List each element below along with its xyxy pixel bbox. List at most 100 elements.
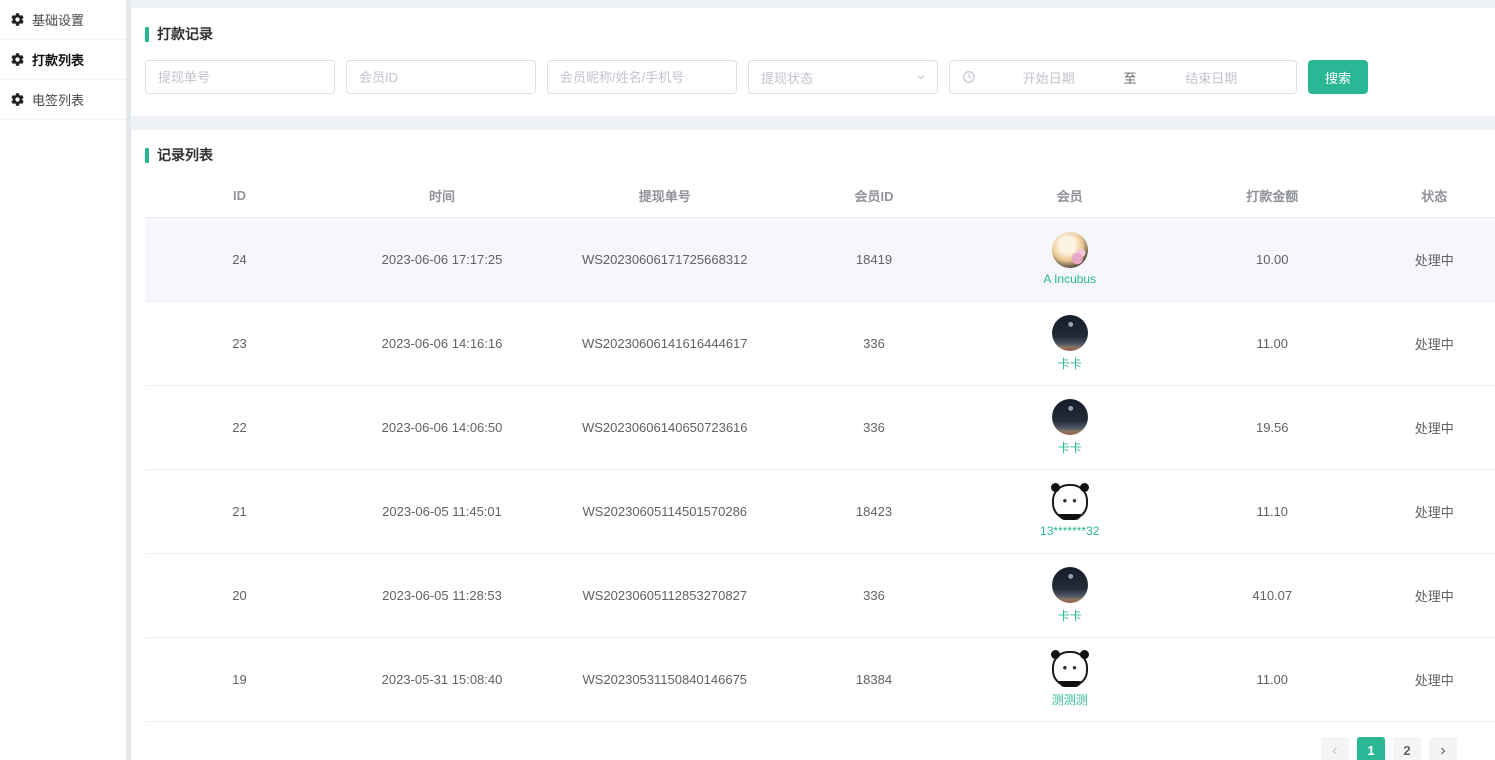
member-name-link[interactable]: 卡卡 <box>969 355 1172 372</box>
records-panel: 记录列表 ID时间提现单号会员ID会员打款金额状态 24 2023-06-06 … <box>131 130 1495 760</box>
cell-id: 23 <box>145 301 334 385</box>
column-header: 会员ID <box>780 175 969 217</box>
cell-order-no: WS20230606140650723616 <box>550 385 780 469</box>
cell-id: 21 <box>145 469 334 553</box>
withdraw-status-placeholder: 提现状态 <box>761 68 813 87</box>
member-id-input[interactable] <box>346 60 536 94</box>
records-panel-title: 记录列表 <box>131 145 1495 165</box>
column-header: 打款金额 <box>1171 175 1374 217</box>
member-name-link[interactable]: 卡卡 <box>969 607 1172 624</box>
member-name-link[interactable]: A Incubus <box>969 272 1172 286</box>
cell-order-no: WS20230606171725668312 <box>550 217 780 301</box>
app-root: 基础设置 打款列表 电签列表 打款记录 提现状态 <box>0 0 1495 760</box>
cell-member-id: 18423 <box>780 469 969 553</box>
main-content: 打款记录 提现状态 开始日期 至 结束日期 搜索 <box>131 0 1495 760</box>
cell-order-no: WS20230605114501570286 <box>550 469 780 553</box>
column-header: 时间 <box>334 175 550 217</box>
sidebar-item-esign-list[interactable]: 电签列表 <box>0 80 126 120</box>
cell-time: 2023-06-06 14:06:50 <box>334 385 550 469</box>
cell-member-id: 336 <box>780 301 969 385</box>
member-avatar[interactable] <box>1052 399 1088 435</box>
start-date-placeholder[interactable]: 开始日期 <box>976 68 1122 87</box>
sidebar-item-basic-settings[interactable]: 基础设置 <box>0 0 126 40</box>
sidebar-item-label: 基础设置 <box>32 10 84 29</box>
gear-icon <box>10 92 25 107</box>
cell-time: 2023-06-06 17:17:25 <box>334 217 550 301</box>
column-header: 状态 <box>1374 175 1495 217</box>
cell-status: 处理中 <box>1374 637 1495 721</box>
sidebar-item-payment-list[interactable]: 打款列表 <box>0 40 126 80</box>
gear-icon <box>10 52 25 67</box>
table-row: 20 2023-06-05 11:28:53 WS202306051128532… <box>145 553 1495 637</box>
member-name-link[interactable]: 卡卡 <box>969 439 1172 456</box>
cell-time: 2023-06-05 11:45:01 <box>334 469 550 553</box>
withdraw-no-input[interactable] <box>145 60 335 94</box>
sidebar-item-label: 打款列表 <box>32 50 84 69</box>
cell-amount: 11.00 <box>1171 637 1374 721</box>
gear-icon <box>10 12 25 27</box>
cell-member-id: 18419 <box>780 217 969 301</box>
cell-time: 2023-05-31 15:08:40 <box>334 637 550 721</box>
clock-icon <box>962 70 976 84</box>
cell-member: A Incubus <box>969 217 1172 301</box>
cell-status: 处理中 <box>1374 301 1495 385</box>
title-accent-bar <box>145 148 149 163</box>
member-avatar[interactable] <box>1052 651 1088 687</box>
table-header-row: ID时间提现单号会员ID会员打款金额状态 <box>145 175 1495 217</box>
cell-status: 处理中 <box>1374 553 1495 637</box>
member-avatar[interactable] <box>1052 315 1088 351</box>
cell-id: 24 <box>145 217 334 301</box>
table-row: 23 2023-06-06 14:16:16 WS202306061416164… <box>145 301 1495 385</box>
cell-id: 22 <box>145 385 334 469</box>
cell-member: 卡卡 <box>969 553 1172 637</box>
cell-member: 卡卡 <box>969 301 1172 385</box>
pagination: 12 <box>131 722 1495 760</box>
cell-amount: 410.07 <box>1171 553 1374 637</box>
title-accent-bar <box>145 27 149 42</box>
records-panel-title-text: 记录列表 <box>157 145 213 165</box>
table-row: 24 2023-06-06 17:17:25 WS202306061717256… <box>145 217 1495 301</box>
end-date-placeholder[interactable]: 结束日期 <box>1139 68 1285 87</box>
member-avatar[interactable] <box>1052 484 1088 520</box>
member-name-link[interactable]: 13*******32 <box>969 524 1172 538</box>
cell-status: 处理中 <box>1374 469 1495 553</box>
cell-status: 处理中 <box>1374 217 1495 301</box>
member-keyword-input[interactable] <box>547 60 737 94</box>
column-header: 提现单号 <box>550 175 780 217</box>
search-panel: 打款记录 提现状态 开始日期 至 结束日期 搜索 <box>131 8 1495 116</box>
pagination-page-1[interactable]: 1 <box>1357 737 1385 760</box>
search-button[interactable]: 搜索 <box>1308 60 1368 94</box>
member-avatar[interactable] <box>1052 567 1088 603</box>
pagination-prev[interactable] <box>1321 737 1349 760</box>
cell-member-id: 336 <box>780 385 969 469</box>
sidebar: 基础设置 打款列表 电签列表 <box>0 0 126 760</box>
sidebar-item-label: 电签列表 <box>32 90 84 109</box>
table-row: 21 2023-06-05 11:45:01 WS202306051145015… <box>145 469 1495 553</box>
column-header: ID <box>145 175 334 217</box>
column-header: 会员 <box>969 175 1172 217</box>
cell-amount: 19.56 <box>1171 385 1374 469</box>
pagination-next[interactable] <box>1429 737 1457 760</box>
chevron-down-icon <box>915 71 927 83</box>
search-panel-title: 打款记录 <box>145 24 1479 44</box>
cell-id: 20 <box>145 553 334 637</box>
filter-bar: 提现状态 开始日期 至 结束日期 搜索 <box>145 60 1479 94</box>
cell-member-id: 18384 <box>780 637 969 721</box>
cell-amount: 10.00 <box>1171 217 1374 301</box>
table-row: 22 2023-06-06 14:06:50 WS202306061406507… <box>145 385 1495 469</box>
cell-time: 2023-06-05 11:28:53 <box>334 553 550 637</box>
date-range-picker[interactable]: 开始日期 至 结束日期 <box>949 60 1297 94</box>
pagination-page-2[interactable]: 2 <box>1393 737 1421 760</box>
date-range-separator: 至 <box>1122 68 1139 87</box>
cell-member: 13*******32 <box>969 469 1172 553</box>
cell-order-no: WS20230606141616444617 <box>550 301 780 385</box>
member-avatar[interactable] <box>1052 232 1088 268</box>
records-table: ID时间提现单号会员ID会员打款金额状态 24 2023-06-06 17:17… <box>145 175 1495 722</box>
search-panel-title-text: 打款记录 <box>157 24 213 44</box>
withdraw-status-select[interactable]: 提现状态 <box>748 60 938 94</box>
member-name-link[interactable]: 测测测 <box>969 691 1172 708</box>
cell-member: 测测测 <box>969 637 1172 721</box>
cell-status: 处理中 <box>1374 385 1495 469</box>
cell-order-no: WS20230531150840146675 <box>550 637 780 721</box>
cell-member-id: 336 <box>780 553 969 637</box>
